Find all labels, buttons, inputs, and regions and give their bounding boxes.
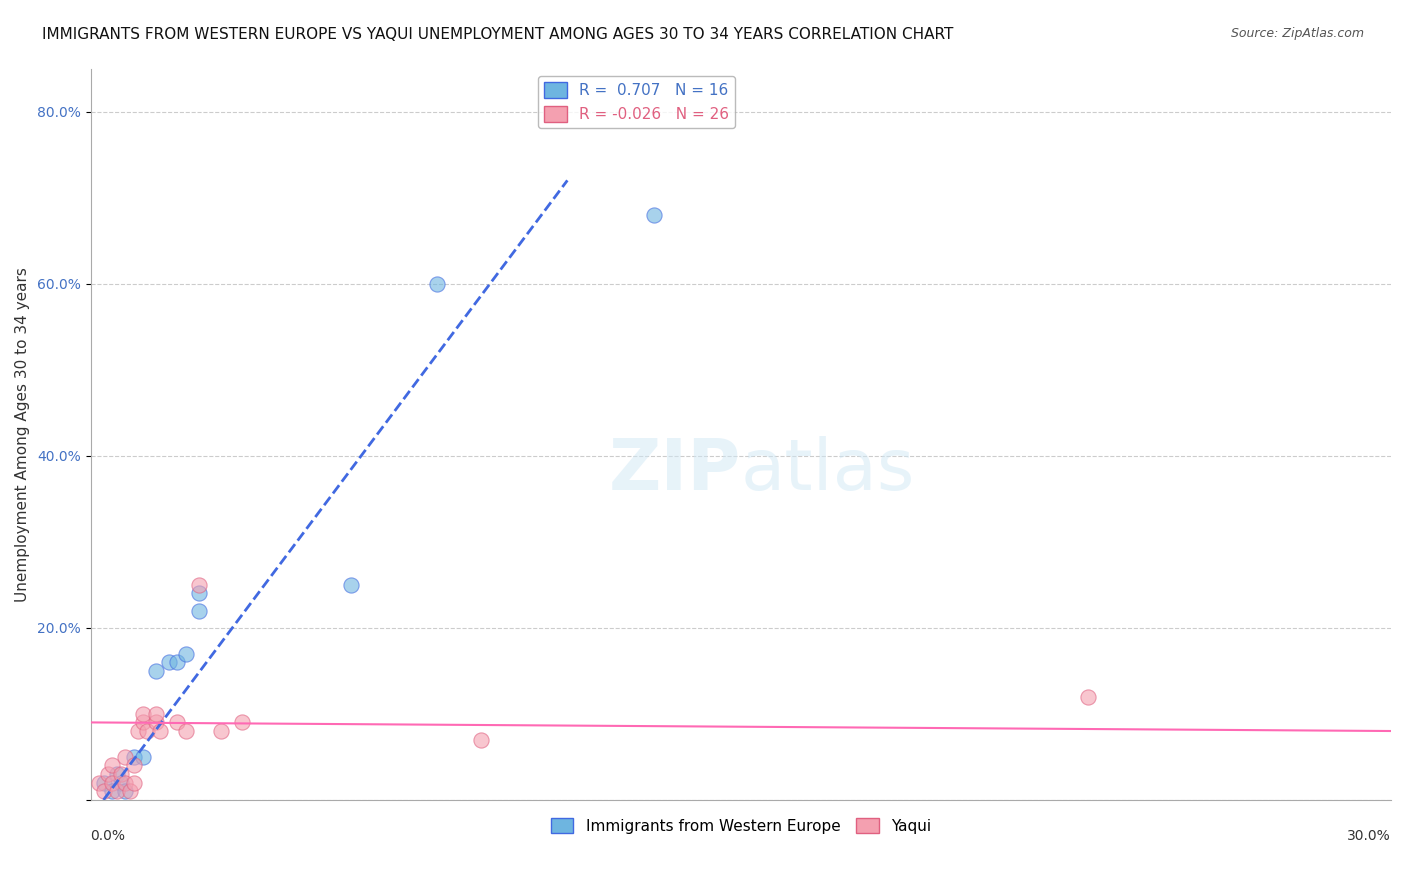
Point: [166, 655, 188, 669]
Point: [118, 784, 141, 798]
Text: ZIP: ZIP: [609, 436, 741, 505]
Point: [174, 724, 197, 739]
Point: [122, 749, 145, 764]
Point: [131, 706, 153, 721]
Point: [174, 647, 197, 661]
Point: [426, 277, 449, 291]
Point: [110, 767, 132, 781]
Point: [643, 208, 665, 222]
Point: [145, 706, 167, 721]
Point: [470, 732, 492, 747]
Point: [209, 724, 232, 739]
Point: [89, 775, 111, 789]
Point: [105, 784, 128, 798]
Point: [135, 724, 157, 739]
Y-axis label: Unemployment Among Ages 30 to 34 years: Unemployment Among Ages 30 to 34 years: [15, 267, 30, 601]
Point: [166, 715, 188, 730]
Point: [101, 784, 124, 798]
Text: Source: ZipAtlas.com: Source: ZipAtlas.com: [1230, 27, 1364, 40]
Point: [93, 775, 115, 789]
Point: [122, 758, 145, 772]
Point: [110, 775, 132, 789]
Point: [101, 775, 124, 789]
Text: atlas: atlas: [741, 436, 915, 505]
Point: [187, 603, 209, 617]
Point: [157, 655, 180, 669]
Legend: Immigrants from Western Europe, Yaqui: Immigrants from Western Europe, Yaqui: [544, 812, 936, 839]
Point: [127, 724, 149, 739]
Point: [122, 775, 145, 789]
Point: [1077, 690, 1099, 704]
Text: IMMIGRANTS FROM WESTERN EUROPE VS YAQUI UNEMPLOYMENT AMONG AGES 30 TO 34 YEARS C: IMMIGRANTS FROM WESTERN EUROPE VS YAQUI …: [42, 27, 953, 42]
Point: [114, 749, 136, 764]
Point: [131, 749, 153, 764]
Point: [97, 767, 120, 781]
Point: [339, 578, 361, 592]
Point: [105, 767, 128, 781]
Point: [145, 715, 167, 730]
Point: [187, 578, 209, 592]
Text: 0.0%: 0.0%: [90, 829, 125, 843]
Point: [101, 758, 124, 772]
Point: [231, 715, 253, 730]
Point: [187, 586, 209, 600]
Point: [145, 664, 167, 678]
Point: [114, 775, 136, 789]
Point: [93, 784, 115, 798]
Text: 30.0%: 30.0%: [1347, 829, 1391, 843]
Point: [114, 784, 136, 798]
Point: [149, 724, 172, 739]
Point: [131, 715, 153, 730]
